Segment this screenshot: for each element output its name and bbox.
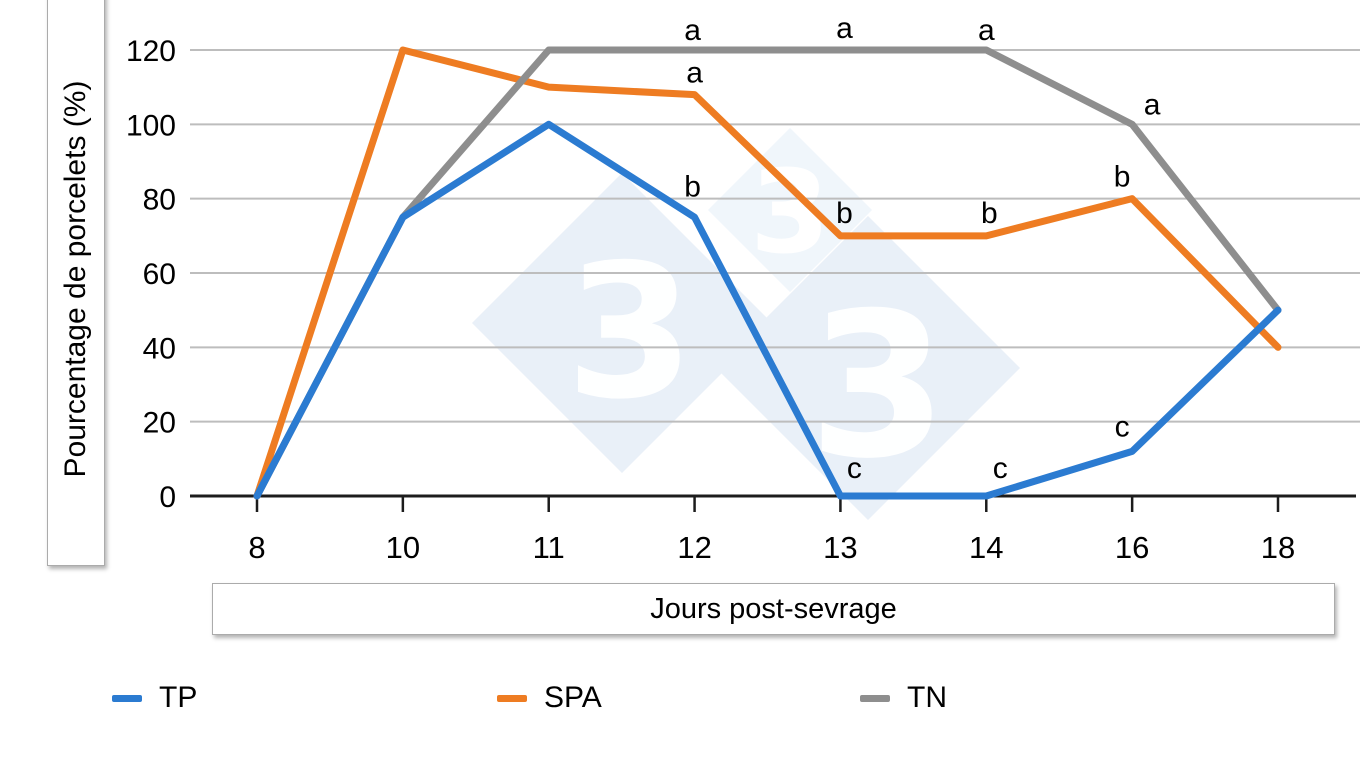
series-line-tp — [253, 120, 1282, 500]
legend-item-tn: TN — [860, 681, 947, 715]
y-tick-label: 20 — [143, 407, 176, 440]
annotation-letter-tp-12: b — [684, 170, 701, 203]
annotation-letter-tp-13: c — [847, 452, 862, 485]
annotation-letter-tn-16: a — [1144, 88, 1161, 121]
x-tick-label: 11 — [533, 530, 565, 565]
y-tick-label: 0 — [159, 481, 176, 514]
legend-swatch-tp — [112, 694, 142, 702]
annotation-letter-tp-14: c — [993, 452, 1008, 485]
watermark-glyph: 3 — [566, 224, 695, 440]
series-line-tn — [253, 46, 1282, 500]
y-tick-label: 40 — [143, 332, 176, 365]
y-axis-label: Pourcentage de porcelets (%) — [59, 80, 92, 478]
watermark-diamond — [472, 173, 772, 473]
annotation-letter-tn-13: a — [836, 12, 853, 45]
annotation-letter-tp-16: c — [1115, 410, 1130, 443]
x-tick-label: 10 — [386, 530, 420, 565]
legend-swatch-tn — [860, 694, 890, 702]
legend-label-spa: SPA — [544, 681, 602, 714]
legend-item-tp: TP — [112, 681, 197, 715]
legend-swatch-spa — [497, 694, 527, 702]
annotation-letter-spa-16: b — [1114, 161, 1131, 194]
annotation-letter-spa-14: b — [981, 197, 998, 230]
y-tick-label: 120 — [126, 35, 176, 68]
watermark-glyph: 3 — [808, 270, 947, 503]
x-tick-label: 8 — [248, 530, 265, 565]
legend-label-tn: TN — [907, 681, 947, 714]
y-tick-label: 60 — [143, 258, 176, 291]
y-tick-label: 80 — [143, 184, 176, 217]
x-tick-label: 13 — [823, 530, 857, 565]
annotation-letter-spa-13: b — [836, 197, 853, 230]
x-tick-label: 16 — [1115, 530, 1149, 565]
x-tick-label: 12 — [677, 530, 711, 565]
annotation-letter-spa-12: a — [686, 57, 703, 90]
legend-item-spa: SPA — [497, 681, 602, 715]
y-tick-label: 100 — [126, 109, 176, 142]
chart-legend: TP SPA TN — [0, 681, 1366, 717]
annotation-letter-tn-14: a — [978, 14, 995, 47]
watermark-diamond — [716, 216, 1020, 520]
annotation-letter-tn-12: a — [684, 14, 701, 47]
x-axis-label-box: Jours post-sevrage — [212, 583, 1335, 635]
x-tick-label: 14 — [969, 530, 1003, 565]
x-tick-label: 18 — [1261, 530, 1295, 565]
y-axis-label-box: Pourcentage de porcelets (%) — [47, 0, 105, 566]
legend-label-tp: TP — [159, 681, 198, 714]
x-axis-label: Jours post-sevrage — [650, 592, 897, 625]
series-line-spa — [253, 46, 1282, 500]
